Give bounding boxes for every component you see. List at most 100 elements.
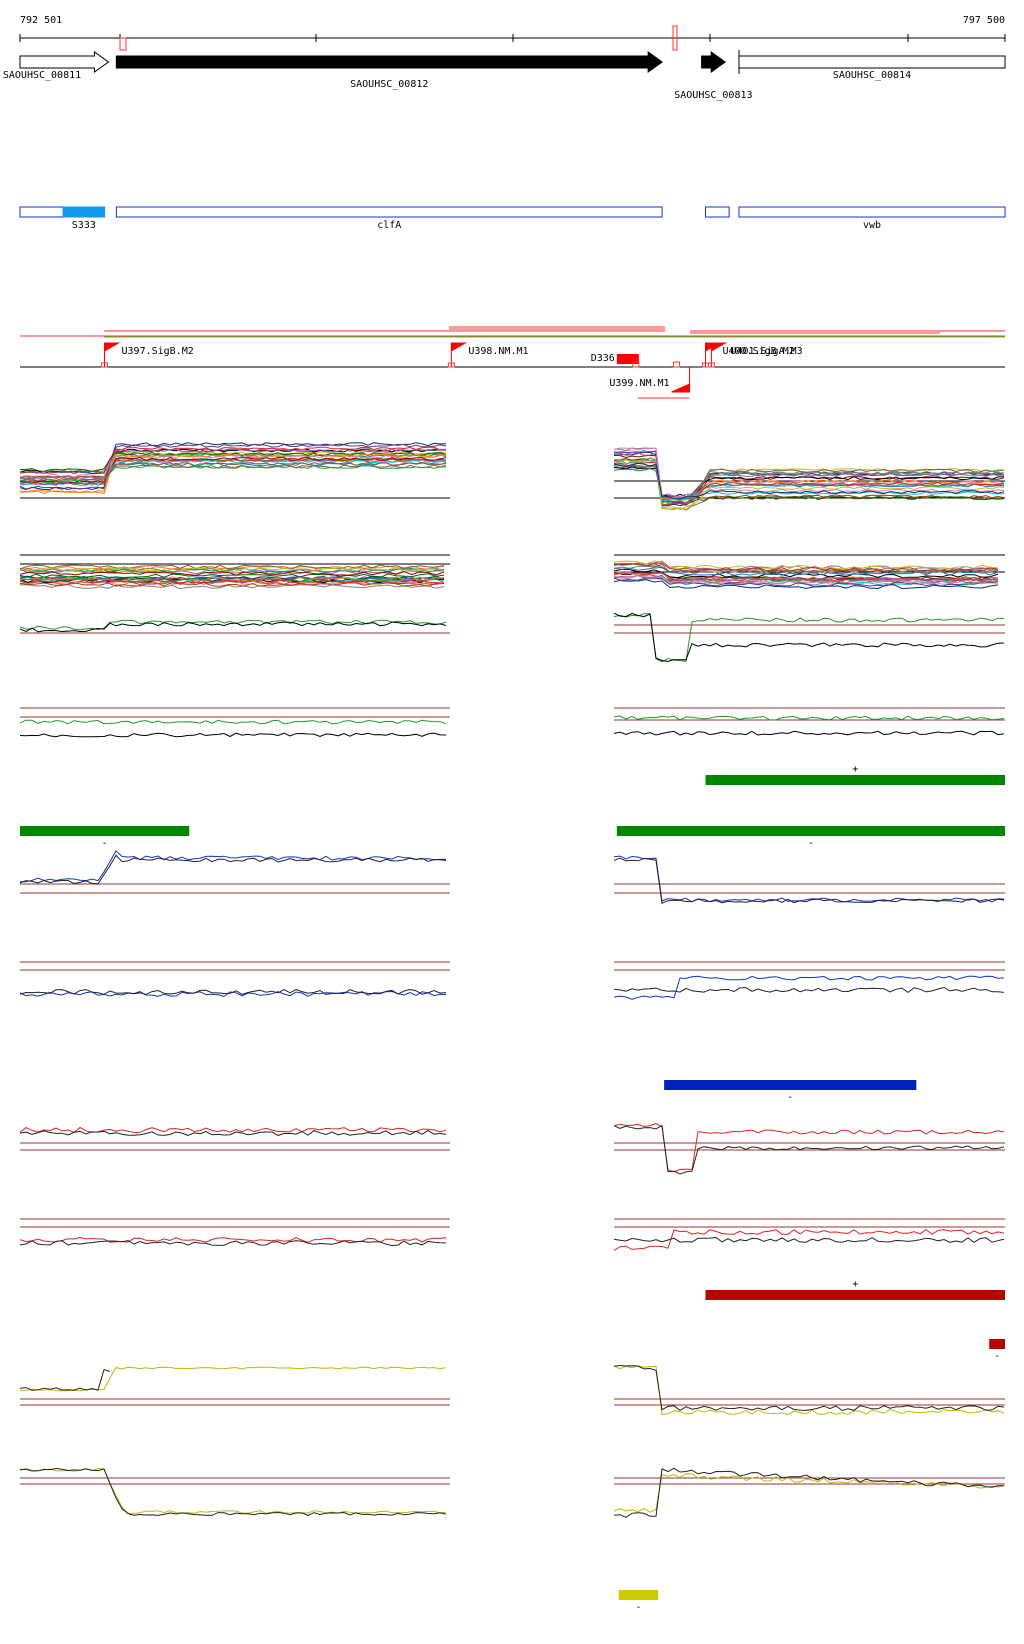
signal-line — [613, 560, 999, 570]
signal-line — [19, 461, 447, 486]
segment-bar — [616, 826, 1005, 836]
signal-line — [19, 1126, 447, 1133]
annotation-site — [632, 361, 640, 368]
signal-line — [19, 1129, 447, 1136]
annotation-label: U399.NM.M1 — [609, 378, 669, 389]
annotation-label: U397.SigB.M2 — [122, 346, 194, 357]
signal-line — [20, 850, 447, 883]
signal-line — [613, 457, 1005, 501]
feature-track: S333 clfA vwb — [19, 206, 1006, 231]
annotation-label: D336 — [591, 353, 615, 364]
signal-line — [613, 1473, 1005, 1513]
signal-line — [613, 462, 1005, 500]
gene-arrow — [701, 51, 727, 73]
annotation-track: U397.SigB.M2 U398.NM.M1 D336 U399.NM.M1 U400… — [20, 326, 1005, 399]
segment-bar — [705, 1290, 1005, 1300]
segment-bar — [989, 1339, 1005, 1349]
coord-end-label: 797 500 — [963, 15, 1005, 26]
signal-line — [613, 1467, 1005, 1518]
feature-box — [705, 206, 730, 218]
gene-arrow — [738, 55, 1006, 69]
gene-track: SAOUHSC_00811 SAOUHSC_00812 SAOUHSC_00813 S… — [3, 50, 1006, 101]
signal-line — [613, 458, 1005, 511]
coord-start-label: 792 501 — [20, 15, 62, 26]
signal-line — [19, 582, 445, 587]
feature-label: clfA — [377, 220, 401, 231]
signal-line — [19, 1467, 447, 1516]
signal-line — [613, 562, 999, 573]
signal-line — [19, 454, 447, 478]
signal-line — [19, 1368, 111, 1391]
signal-line — [19, 459, 447, 486]
signal-line — [19, 854, 447, 885]
segment-bar — [705, 775, 1005, 785]
annotation-site — [101, 362, 109, 368]
signal-line — [613, 575, 999, 585]
annotation-flag — [104, 342, 121, 367]
signal-line — [613, 464, 1005, 507]
signal-line — [19, 443, 447, 490]
signal-line — [613, 715, 1005, 721]
coordinate-ruler: 792 501 797 500 — [19, 15, 1006, 51]
segment-bar — [664, 1080, 917, 1090]
signal-line — [613, 855, 1005, 903]
segment-bar — [618, 1590, 659, 1600]
signal-line — [613, 1365, 1005, 1416]
signal-line — [613, 1124, 1005, 1175]
feature-box — [738, 206, 1006, 218]
signal-line — [613, 612, 1005, 663]
annotation-flag — [450, 342, 468, 367]
signal-line — [19, 465, 447, 482]
annotation-site — [673, 361, 681, 368]
signal-line — [19, 446, 447, 475]
segment-label: - — [635, 1602, 641, 1613]
signal-line — [613, 730, 1005, 736]
signal-line — [19, 442, 446, 491]
signal-panels — [19, 442, 1005, 1518]
gene-label: SAOUHSC_00813 — [674, 90, 752, 101]
signal-line — [19, 456, 447, 484]
signal-line — [19, 573, 445, 579]
annotation-site — [707, 362, 715, 368]
ruler-marker — [672, 25, 678, 51]
signal-line — [19, 732, 447, 738]
signal-line — [19, 988, 447, 995]
segment-label: - — [787, 1092, 793, 1103]
annotation-flag — [710, 342, 728, 367]
signal-line — [613, 466, 1005, 498]
signal-line — [19, 448, 447, 480]
signal-line — [613, 1122, 1005, 1173]
annotation-site — [447, 362, 455, 368]
signal-line — [613, 613, 1005, 663]
segment-label: - — [808, 838, 814, 849]
signal-line — [613, 577, 999, 588]
signal-line — [613, 579, 999, 590]
annotation-label: U401.SigA.M3 — [730, 346, 802, 357]
gene-arrow — [19, 51, 110, 73]
signal-line — [19, 568, 445, 574]
gene-label: SAOUHSC_00812 — [350, 79, 428, 90]
feature-label: vwb — [863, 220, 881, 231]
segment-label: + — [852, 764, 858, 775]
ruler-marker — [119, 37, 127, 51]
signal-line — [613, 857, 1005, 905]
signal-line — [613, 1228, 1005, 1251]
signal-line — [19, 1236, 447, 1243]
signal-line — [613, 460, 1005, 502]
segment-label: - — [994, 1351, 1000, 1362]
signal-line — [19, 570, 445, 576]
feature-label: S333 — [72, 220, 96, 231]
signal-line — [19, 453, 447, 493]
signal-line — [19, 1240, 447, 1247]
segment-track: + - - - + - - — [20, 764, 1005, 1613]
annotation-flag — [671, 367, 691, 393]
annotation-label: U398.NM.M1 — [468, 346, 528, 357]
gene-arrow — [115, 51, 664, 73]
signal-line — [19, 621, 447, 633]
signal-line — [20, 584, 445, 590]
signal-line — [19, 719, 447, 725]
segment-label: + — [852, 1279, 858, 1290]
gene-label: SAOUHSC_00811 — [3, 70, 81, 81]
signal-line — [613, 566, 999, 576]
